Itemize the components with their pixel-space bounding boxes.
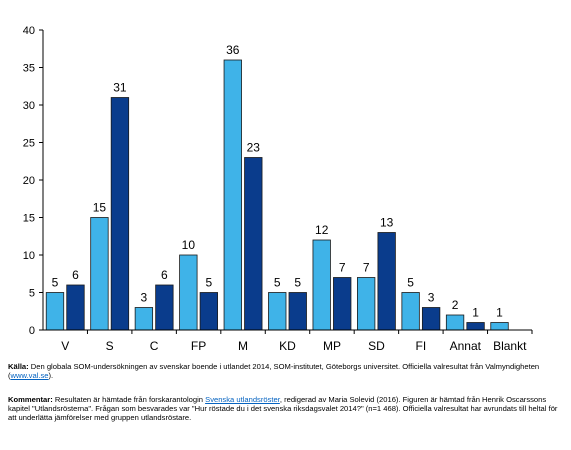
bar [466,322,485,331]
bar [45,292,65,331]
x-tick-label: Annat [450,339,482,353]
y-tick-label: 40 [23,25,35,37]
bar [223,59,242,331]
source-link[interactable]: www.val.se [10,371,49,381]
bar [490,322,509,331]
x-tick-label: KD [279,339,296,353]
data-label: 1 [496,306,503,320]
source-end: ). [48,371,54,381]
comment-label: Kommentar: [8,395,53,404]
comment-note: Kommentar: Resultaten är hämtade från fo… [8,395,564,423]
bar [268,292,287,331]
bar [134,307,154,331]
data-label: 5 [52,276,59,290]
bar [445,314,465,331]
data-label: 6 [161,268,168,282]
x-tick-label: V [61,339,69,353]
bar [244,157,263,331]
x-tick-label: FP [191,339,206,353]
data-label: 5 [294,276,301,290]
data-label: 5 [205,276,212,290]
bar [155,284,174,331]
comment-text-2: , redigerad av Maria Solevid (2016). Fig… [8,395,558,423]
bar [401,292,420,331]
x-tick-label: MP [323,339,341,353]
bar [333,277,352,331]
bar [312,239,331,331]
data-label: 10 [182,238,196,252]
y-tick-label: 0 [29,325,35,337]
bar [66,284,85,331]
comment-link[interactable]: Svenska utlandsröster [205,395,280,404]
data-label: 2 [452,298,459,312]
bar [377,232,396,331]
data-label: 5 [274,276,281,290]
x-axis: V S C FP M KD MP SD FI Annat Blankt [43,329,533,353]
source-text: Den globala SOM-undersökningen av svensk… [8,362,540,381]
y-tick-label: 5 [29,288,35,300]
x-tick-label: Blankt [493,339,527,353]
comment-text-1: Resultaten är hämtade från forskarantolo… [52,395,206,404]
data-label: 31 [113,81,127,95]
x-tick-label: FI [416,339,427,353]
y-tick-label: 15 [23,213,35,225]
bar [179,254,198,331]
source-note: Källa: Den globala SOM-undersökningen av… [8,362,564,380]
data-label: 12 [315,223,329,237]
bar [288,292,307,331]
data-label: 5 [407,276,414,290]
bar [90,217,109,331]
bar [199,292,218,331]
y-axis: 0 5 10 15 20 25 30 35 40 [23,25,44,337]
data-label: 6 [72,268,79,282]
x-tick-label: SD [368,339,385,353]
data-label: 3 [141,291,148,305]
y-tick-label: 25 [23,138,35,150]
y-tick-label: 30 [23,100,35,112]
y-tick-label: 20 [23,175,35,187]
x-tick-label: C [150,339,159,353]
data-label: 3 [428,291,435,305]
bar [110,97,130,331]
source-label: Källa: [8,362,29,371]
x-tick-label: M [238,339,248,353]
data-label: 7 [363,261,370,275]
y-tick-label: 35 [23,63,35,75]
data-label: 23 [247,141,261,155]
data-label: 15 [93,201,107,215]
data-label: 13 [380,216,394,230]
y-tick-label: 10 [23,250,35,262]
x-tick-label: S [106,339,114,353]
bar [421,307,441,331]
bar [357,277,376,331]
data-label: 36 [226,43,240,57]
data-label: 7 [339,261,346,275]
data-label: 1 [472,306,479,320]
